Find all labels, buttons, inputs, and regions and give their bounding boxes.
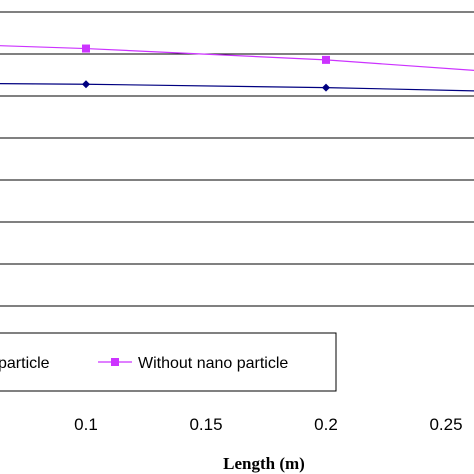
x-tick-label: 0.25 (429, 415, 462, 434)
x-axis-ticks: 0.1 0.15 0.2 0.25 (74, 415, 462, 434)
legend-box (0, 332, 337, 392)
x-axis-label: Length (m) (223, 454, 305, 473)
series-line-without-nano-particle (0, 45, 474, 72)
legend-label-without-nano: Without nano particle (138, 355, 288, 372)
x-tick-label: 0.2 (314, 415, 338, 434)
square-marker (82, 44, 90, 53)
series-markers (82, 44, 330, 92)
series-line-particle (0, 83, 474, 92)
diamond-marker (82, 80, 90, 89)
x-tick-label: 0.15 (189, 415, 222, 434)
grid-lines (0, 11, 474, 307)
x-tick-label: 0.1 (74, 415, 98, 434)
diamond-marker (322, 83, 330, 92)
legend: particle Without nano particle (0, 332, 337, 392)
series-lines (0, 45, 474, 92)
legend-label-particle: particle (0, 355, 50, 372)
square-marker (322, 55, 330, 64)
legend-marker-square (111, 358, 119, 366)
